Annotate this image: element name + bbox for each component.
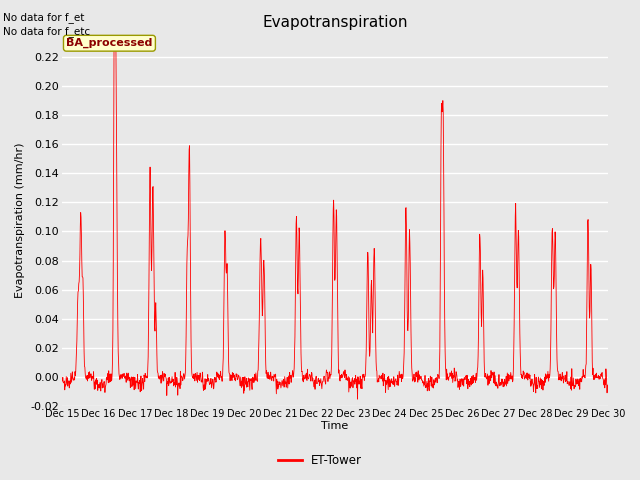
X-axis label: Time: Time xyxy=(321,421,349,432)
Legend: ET-Tower: ET-Tower xyxy=(273,449,367,472)
Text: BA_processed: BA_processed xyxy=(67,38,152,48)
Y-axis label: Evapotranspiration (mm/hr): Evapotranspiration (mm/hr) xyxy=(15,143,25,299)
Title: Evapotranspiration: Evapotranspiration xyxy=(262,15,408,30)
Text: No data for f_etc: No data for f_etc xyxy=(3,26,90,37)
Text: No data for f_et: No data for f_et xyxy=(3,12,84,23)
